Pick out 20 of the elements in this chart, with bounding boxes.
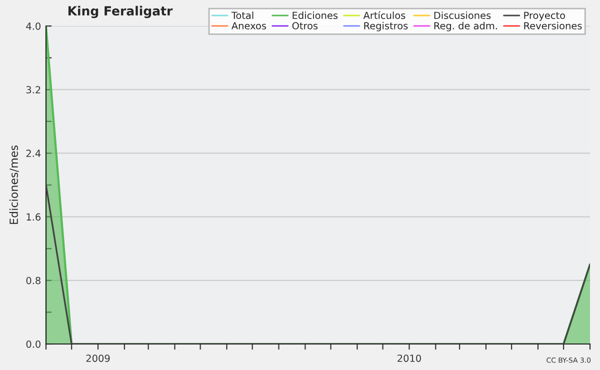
legend-label: Reg. de adm. [434, 22, 497, 32]
x-tick-label: 2009 [86, 354, 110, 362]
y-tick-label: 3.2 [26, 86, 40, 94]
y-tick-label: 0.8 [26, 276, 40, 284]
chart-title: King Feraligatr [68, 6, 173, 18]
y-tick-label: 2.4 [26, 150, 41, 157]
legend-label: Registros [364, 22, 408, 32]
x-tick-label: 2010 [398, 354, 421, 362]
y-tick-label: 4.0 [26, 22, 40, 30]
legend-label: Anexos [231, 22, 266, 30]
legend-label: Reversiones [524, 22, 582, 30]
legend-label: Artículos [363, 11, 406, 20]
legend-label: Total [231, 12, 254, 20]
y-axis-title: Ediciones/mes [9, 146, 19, 224]
legend-label: Ediciones [292, 12, 338, 20]
legend-label: Otros [292, 22, 318, 30]
legend-label: Discusiones [434, 12, 491, 20]
y-tick-label: 0.0 [26, 340, 40, 348]
y-tick-label: 1.6 [26, 213, 41, 221]
legend-label: Proyecto [524, 12, 565, 21]
